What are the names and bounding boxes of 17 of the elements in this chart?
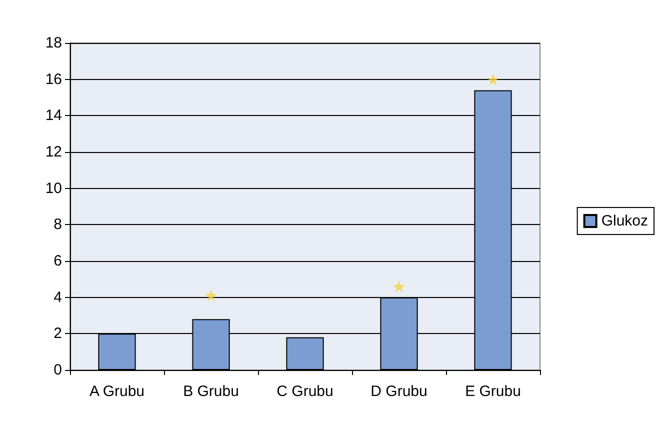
y-tick-label: 2	[54, 325, 62, 342]
y-tick-label: 18	[45, 34, 62, 52]
x-tick-label: C Grubu	[276, 383, 334, 400]
y-tick-label: 8	[54, 216, 62, 234]
x-tick-label: B Grubu	[183, 383, 239, 400]
y-tick-label: 0	[54, 362, 62, 378]
y-tick-label: 10	[45, 180, 62, 197]
x-tick-label: E Grubu	[465, 383, 521, 400]
y-tick-label: 14	[45, 107, 62, 124]
y-tick-label: 12	[45, 144, 62, 160]
y-tick-label: 4	[54, 288, 62, 306]
y-tick-label: 6	[54, 252, 62, 270]
legend-label: Glukoz	[601, 212, 648, 230]
x-tick-label: D Grubu	[370, 383, 428, 400]
y-tick-label: 16	[45, 70, 62, 88]
bar	[286, 337, 324, 370]
x-tick-label: A Grubu	[89, 383, 145, 400]
